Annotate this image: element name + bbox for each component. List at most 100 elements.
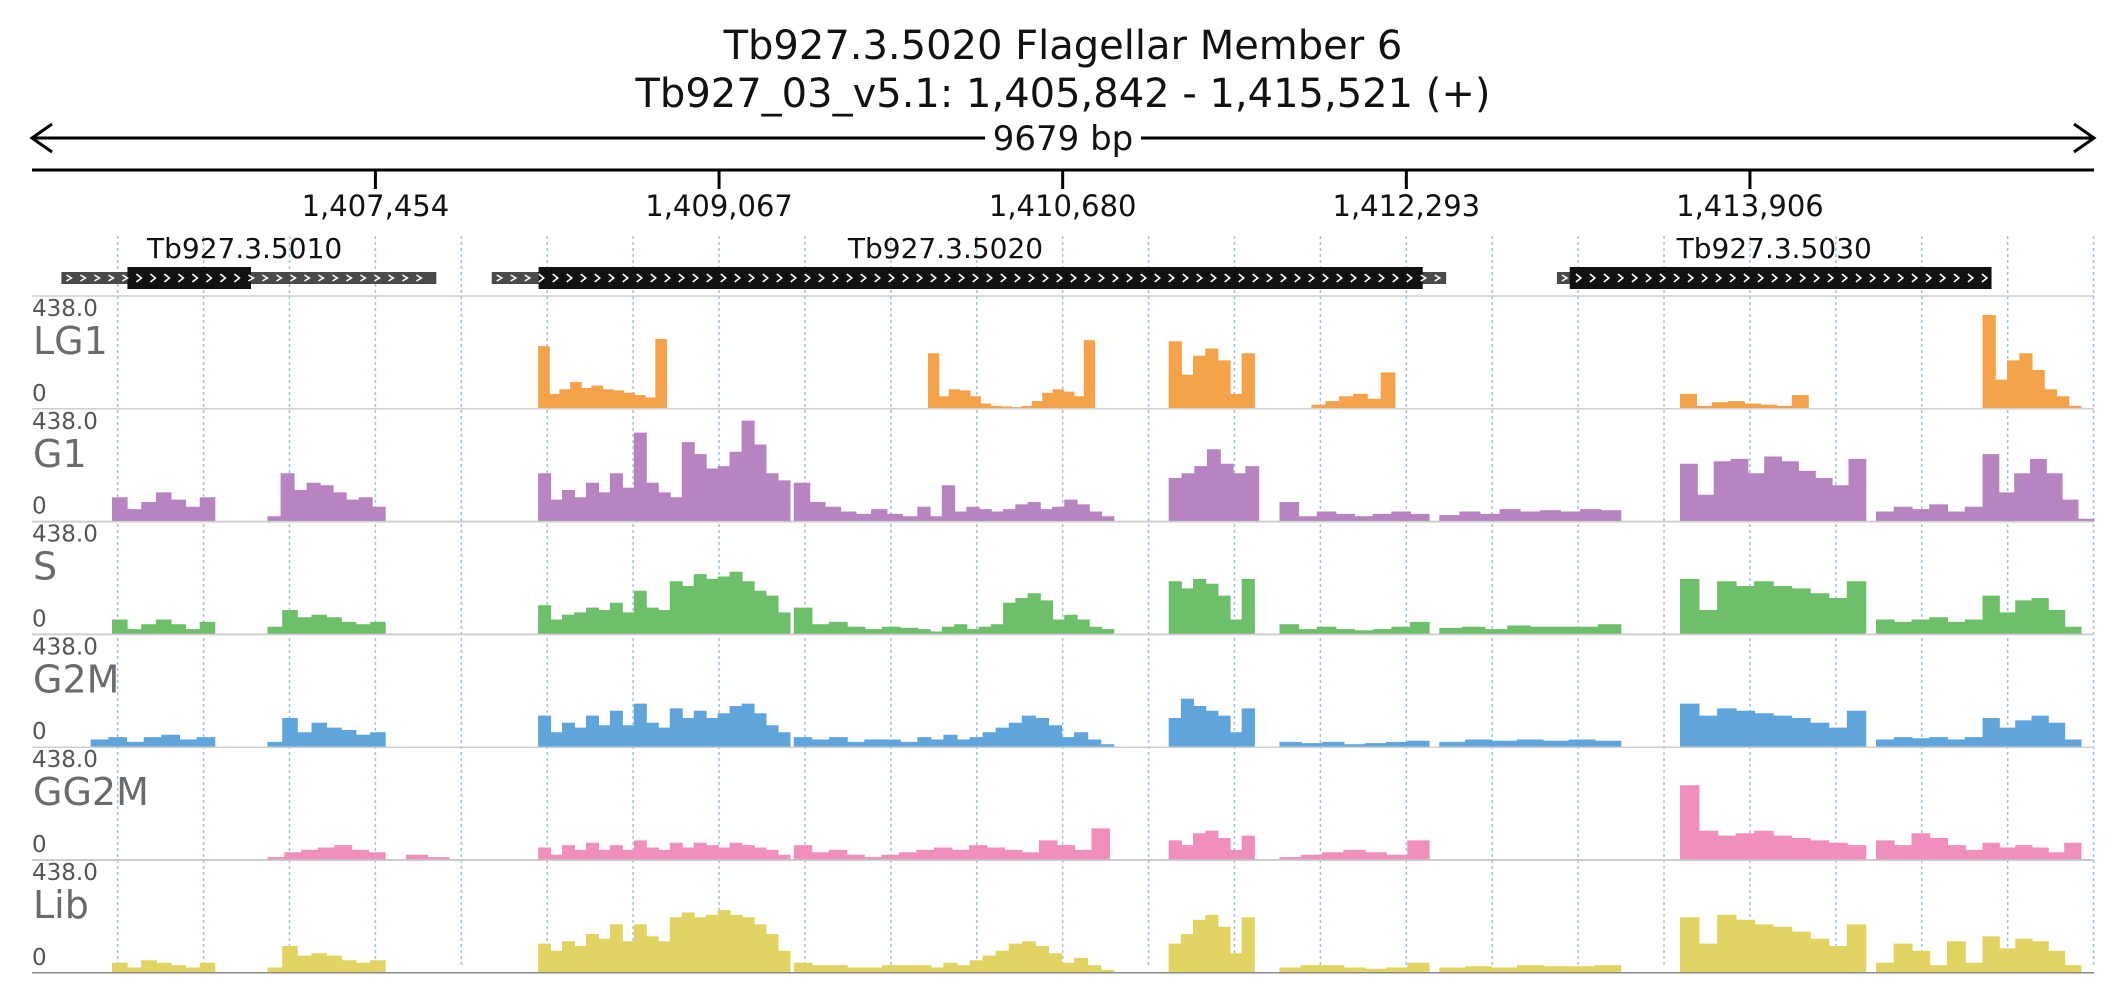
coverage-segment [917, 715, 1115, 748]
track-ymin-label: 0 [32, 381, 47, 407]
coverage-segment [112, 619, 216, 635]
track-ymax-label: 438.0 [32, 860, 98, 886]
strand-arrows-icon [65, 273, 423, 283]
coverage-segment [1680, 703, 1867, 748]
gene-model: Tb927.3.5020 [491, 232, 1447, 289]
gene-label: Tb927.3.5010 [146, 232, 342, 265]
axis-tick-label: 1,410,680 [989, 189, 1137, 223]
track-ymin-label: 0 [32, 832, 47, 858]
track-ymin-label: 0 [32, 719, 47, 745]
track-name: GG2M [33, 770, 149, 814]
coverage-segment [928, 340, 1096, 410]
track-ymax-label: 438.0 [32, 409, 98, 435]
coverage-segment [1982, 454, 2095, 523]
coverage-segment [1982, 936, 2082, 974]
track-ymin-label: 0 [32, 606, 47, 632]
coverage-segment [1982, 315, 2082, 410]
axis-tick-label: 1,409,067 [645, 189, 793, 223]
strand-arrows-icon [496, 273, 1442, 283]
coverage-segment [917, 485, 1115, 523]
coverage-segment [793, 607, 919, 635]
coverage-segment [1982, 595, 2082, 635]
coverage-segment [1982, 842, 2082, 861]
coverage-segment [1680, 393, 1809, 410]
coverage-track-lib: 438.0 0 Lib [32, 859, 2094, 974]
coverage-segment [1876, 617, 1984, 635]
coverage-segment [1439, 509, 1622, 523]
span-length-label: 9679 bp [993, 119, 1134, 159]
coverage-segment [538, 571, 791, 635]
axis-tick-label: 1,413,906 [1676, 189, 1824, 223]
coverage-segment [1439, 624, 1622, 635]
coverage-segment [90, 734, 216, 748]
track-ymax-label: 438.0 [32, 296, 98, 322]
track-name: LG1 [33, 319, 108, 363]
coordinate-axis: 1,407,454 1,409,067 1,410,680 1,412,293 1,41… [32, 168, 2094, 223]
gene-cds [1569, 267, 1992, 289]
coverage-segment [267, 473, 386, 523]
coverage-segment [1876, 833, 1984, 861]
coverage-segment [1279, 502, 1430, 523]
coverage-segment [1311, 372, 1396, 410]
coverage-segment [1876, 737, 1984, 748]
span-arrow-right-icon [2073, 122, 2097, 154]
strand-arrows-icon [1561, 273, 1989, 283]
coverage-segment [538, 420, 791, 523]
coverage-segment [1279, 840, 1430, 861]
coverage-segment [1439, 739, 1622, 748]
coverage-segment [1168, 830, 1255, 861]
coverage-segment [1279, 621, 1430, 635]
gene-model-track: Tb927.3.5010 Tb927.3.5020 Tb927.3.5030 [61, 232, 1992, 289]
region-subtitle: Tb927_03_v5.1: 1,405,842 - 1,415,521 (+) [635, 71, 1491, 117]
gene-cds [538, 267, 1423, 289]
track-ymin-label: 0 [32, 945, 47, 971]
coverage-segment [267, 946, 386, 974]
coverage-segment [1168, 449, 1260, 523]
gene-cds [127, 267, 252, 289]
axis-tick-label: 1,407,454 [302, 189, 450, 223]
coverage-segment [1279, 962, 1430, 974]
coverage-segment [112, 492, 216, 523]
track-ymin-label: 0 [32, 494, 47, 520]
coverage-segment [1680, 785, 1867, 861]
axis-tick-label: 1,412,293 [1333, 189, 1481, 223]
coverage-segment [1168, 578, 1255, 635]
coverage-segment [267, 610, 386, 635]
coverage-segment [112, 960, 216, 974]
coverage-segment [1279, 740, 1430, 748]
coverage-segment [793, 962, 919, 974]
coverage-segment [793, 482, 919, 523]
track-ymax-label: 438.0 [32, 747, 98, 773]
gene-label: Tb927.3.5020 [847, 232, 1043, 265]
coverage-segment [793, 737, 919, 748]
coverage-segment [1680, 456, 1867, 523]
coverage-segment [538, 910, 791, 974]
coverage-segment [917, 593, 1115, 635]
coverage-segment [267, 718, 386, 748]
span-ruler: 9679 bp [29, 119, 2097, 159]
track-name: G2M [33, 657, 119, 701]
coverage-segment [1439, 965, 1622, 974]
coverage-segment [793, 828, 1110, 861]
coverage-tracks: 438.00LG1438.00G1438.00S438.00G2M438.00G… [32, 295, 2095, 974]
figure-title: Tb927.3.5020 Flagellar Member 6 [723, 23, 1403, 69]
coverage-segment [1168, 341, 1255, 410]
coverage-segment [1982, 715, 2082, 748]
coverage-segment [1168, 698, 1255, 748]
coverage-segment [917, 941, 1115, 974]
track-name: G1 [33, 432, 87, 476]
coverage-segment [1876, 941, 1984, 974]
coverage-segment [1680, 914, 1867, 974]
span-arrow-left-icon [29, 122, 53, 154]
coverage-segment [1876, 504, 1984, 523]
coverage-segment [538, 338, 667, 410]
track-name: S [33, 545, 57, 589]
track-name: Lib [33, 883, 89, 927]
coverage-segment [1168, 914, 1255, 974]
coverage-segment [1680, 578, 1867, 635]
gene-label: Tb927.3.5030 [1676, 232, 1872, 265]
coverage-segment [267, 845, 386, 861]
gene-model: Tb927.3.5010 [61, 232, 437, 289]
coverage-segment [538, 840, 791, 861]
